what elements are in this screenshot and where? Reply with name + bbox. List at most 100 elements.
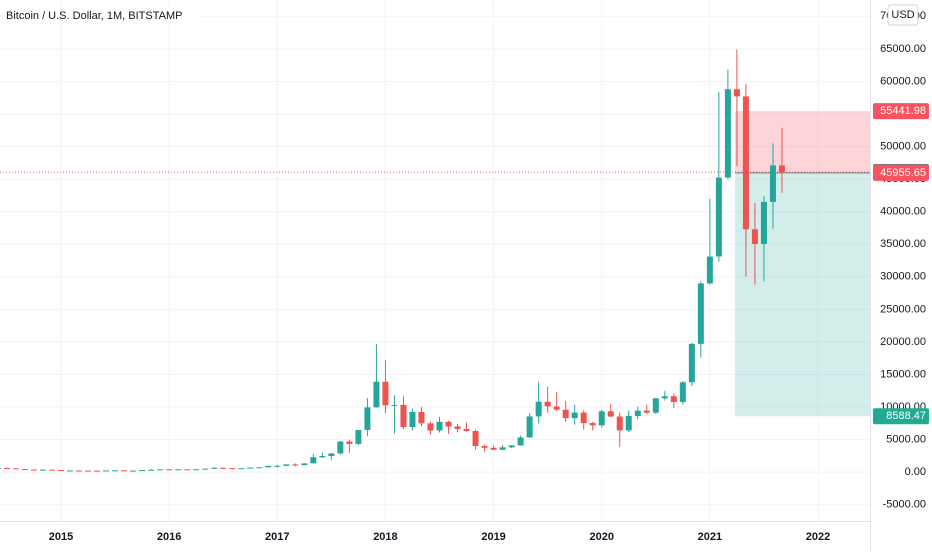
candle-body <box>526 416 533 438</box>
candle-body <box>391 404 398 406</box>
candle-body <box>661 396 668 399</box>
candle-body <box>553 406 560 410</box>
candle-body <box>499 447 506 450</box>
y-tick-label: 25000.00 <box>880 303 926 315</box>
x-tick-label: 2017 <box>265 531 289 543</box>
candle-body <box>346 441 353 444</box>
candle-body <box>535 401 542 417</box>
candle-body <box>724 89 731 178</box>
candle-body <box>202 468 209 470</box>
candle-body <box>490 447 497 450</box>
candle-body <box>39 469 46 471</box>
candle-body <box>472 431 479 446</box>
candle-body <box>30 469 37 471</box>
candle-body <box>112 470 119 472</box>
entry-price-label-bg <box>873 164 929 181</box>
candle-body <box>418 411 425 424</box>
candle-body <box>283 464 290 466</box>
candle-body <box>409 411 416 428</box>
candle-body <box>688 343 695 383</box>
candle-body <box>769 165 776 202</box>
candle-body <box>400 404 407 428</box>
candle-body <box>706 256 713 284</box>
candle-body <box>463 429 470 432</box>
candle-body <box>715 177 722 257</box>
candle-body <box>130 470 137 472</box>
stop-price-label-bg <box>873 103 929 120</box>
entry-price-label: 45955.65 <box>880 167 926 179</box>
y-tick-label: 35000.00 <box>880 238 926 250</box>
candle-body <box>103 470 110 472</box>
candle-body <box>48 469 55 471</box>
candle-body <box>12 468 19 470</box>
y-tick-label: 60000.00 <box>880 75 926 87</box>
price-axis-border <box>870 0 871 550</box>
candle-body <box>211 467 218 469</box>
candle-body <box>193 469 200 471</box>
candle-body <box>634 410 641 416</box>
candle-body <box>67 470 74 472</box>
candle-body <box>562 409 569 419</box>
x-tick-label: 2016 <box>157 531 181 543</box>
candle-body <box>364 407 371 431</box>
grid <box>0 0 870 521</box>
x-tick-label: 2015 <box>49 531 73 543</box>
currency-button-bg <box>887 4 919 26</box>
candle-body <box>742 96 749 230</box>
candle-body <box>175 469 182 471</box>
candle-body <box>184 469 191 471</box>
candle-body <box>274 465 281 467</box>
candle-body <box>679 382 686 402</box>
candle-body <box>94 470 101 472</box>
candle-body <box>0 467 1 469</box>
x-tick-label: 2018 <box>373 531 397 543</box>
candle-body <box>607 411 614 417</box>
candle-body <box>85 470 92 472</box>
candle-body <box>58 470 64 472</box>
target-price-label: 8588.47 <box>886 410 926 422</box>
candle-body <box>427 423 434 431</box>
candle-body <box>229 468 236 470</box>
candle-body <box>616 416 623 431</box>
candle-body <box>121 470 128 472</box>
candle-body <box>247 467 254 469</box>
candle-body <box>382 381 389 406</box>
candle-body <box>508 445 515 448</box>
stop-price-label: 55441.98 <box>880 105 926 117</box>
candle-body <box>481 445 488 448</box>
y-tick-label: 40000.00 <box>880 206 926 218</box>
candle-body <box>3 467 10 469</box>
candle-body <box>625 415 632 431</box>
candle-body <box>373 381 380 408</box>
candle-body <box>319 456 326 458</box>
x-tick-label: 2022 <box>806 531 830 543</box>
time-axis-border <box>0 521 870 522</box>
candle-body <box>310 457 317 464</box>
candle-body <box>328 453 335 457</box>
candle-body <box>139 470 146 472</box>
candle-body <box>751 229 758 244</box>
y-tick-label: 50000.00 <box>880 140 926 152</box>
candle-body <box>148 469 155 471</box>
candle-body <box>301 463 308 466</box>
candle-body <box>652 398 659 413</box>
title-bg <box>0 6 200 24</box>
candle-body <box>157 469 164 471</box>
candle-body <box>589 423 596 426</box>
candle-body <box>643 410 650 413</box>
candle-body <box>454 426 461 430</box>
candle-body <box>571 412 578 419</box>
candle-body <box>166 469 173 471</box>
candle-body <box>256 467 263 469</box>
y-tick-label: 0.00 <box>905 466 926 478</box>
target-zone <box>735 172 870 417</box>
currency-button[interactable]: USD <box>891 9 914 21</box>
candle-body <box>670 396 677 402</box>
stop-zone <box>735 111 870 173</box>
candle-body <box>760 201 767 244</box>
chart-title: Bitcoin / U.S. Dollar, 1M, BITSTAMP <box>6 10 182 22</box>
candle-body <box>544 401 551 407</box>
candle-body <box>238 468 245 470</box>
